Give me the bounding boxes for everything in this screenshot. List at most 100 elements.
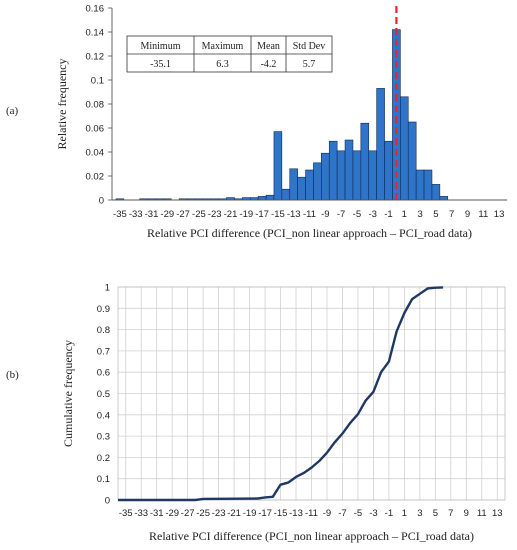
x-tick-label-b: 3	[417, 508, 422, 519]
y-tick-label-a: 0.06	[86, 124, 105, 135]
y-tick-label-b: 0.1	[97, 474, 110, 485]
x-tick-label-a: -7	[337, 209, 345, 220]
y-tick-label-a: 0.04	[86, 148, 105, 159]
x-tick-label-b: -17	[258, 508, 272, 519]
x-tick-label-a: -9	[321, 209, 329, 220]
x-tick-label-a: -23	[208, 209, 222, 220]
y-axis-title-a: Relative frequency	[55, 59, 69, 150]
y-tick-label-b: 0.9	[97, 304, 110, 315]
y-tick-label-a: 0.14	[86, 28, 105, 39]
x-tick-label-a: -13	[287, 209, 301, 220]
histogram-bar	[439, 196, 449, 201]
x-tick-label-a: -5	[353, 209, 361, 220]
y-tick-label-b: 0	[105, 496, 110, 507]
x-tick-label-a: -17	[255, 209, 269, 220]
x-tick-label-a: 9	[465, 209, 470, 220]
x-tick-label-a: 11	[478, 209, 488, 220]
x-tick-label-b: 1	[402, 508, 407, 519]
x-tick-label-b: -35	[119, 508, 133, 519]
y-tick-label-a: 0	[99, 196, 104, 207]
x-tick-label-b: 5	[433, 508, 438, 519]
stats-value-cell: -35.1	[150, 59, 171, 70]
x-tick-label-a: -11	[303, 209, 316, 220]
x-tick-label-b: -33	[134, 508, 148, 519]
y-tick-label-b: 0.2	[97, 453, 110, 464]
y-tick-label-a: 0.16	[86, 4, 105, 15]
x-tick-label-a: -25	[192, 209, 206, 220]
histogram-bar	[344, 139, 354, 201]
y-tick-label-b: 0.7	[97, 346, 110, 357]
histogram-bar	[265, 194, 275, 201]
x-tick-label-b: -19	[243, 508, 257, 519]
x-tick-label-b: -3	[369, 508, 377, 519]
x-tick-label-b: -5	[354, 508, 362, 519]
x-tick-label-b: 11	[477, 508, 487, 519]
y-tick-label-a: 0.08	[86, 100, 105, 111]
panel-b-label: (b)	[6, 369, 19, 381]
histogram-bar	[273, 131, 283, 201]
x-tick-label-b: -27	[181, 508, 195, 519]
histogram-bar	[423, 169, 433, 201]
y-tick-label-a: 0.02	[86, 172, 105, 183]
x-tick-label-a: 5	[433, 209, 438, 220]
axes-a	[111, 8, 507, 201]
x-axis-title-a: Relative PCI difference (PCI_non linear …	[147, 226, 472, 240]
histogram-bar	[257, 196, 267, 201]
histogram-bar	[431, 184, 441, 201]
histogram-bar	[415, 169, 425, 201]
histogram-bar	[305, 169, 314, 201]
histogram-bar	[376, 88, 385, 201]
stats-value-cell: -4.2	[261, 59, 277, 70]
stats-header-cell: Std Dev	[293, 41, 326, 52]
panel-a-label: (a)	[6, 105, 19, 117]
y-tick-label-b: 1	[105, 283, 110, 294]
x-tick-label-b: -11	[305, 508, 318, 519]
x-tick-label-a: 1	[402, 209, 407, 220]
x-axis-ticks-a: -35 -33 -31 -29 -27 -25 -23 -21 -19 -17 -15 -13 -11-…	[113, 209, 504, 220]
x-tick-label-a: -15	[271, 209, 285, 220]
histogram-bar	[384, 140, 393, 201]
histogram-bar	[336, 150, 346, 201]
x-tick-label-a: 3	[417, 209, 422, 220]
x-tick-label-b: -31	[150, 508, 164, 519]
histogram-bars	[115, 29, 449, 201]
cumulative-frequency-line	[118, 286, 444, 502]
histogram-bar	[352, 150, 362, 201]
stats-value-cell: 5.7	[303, 59, 316, 70]
y-tick-label-b: 0.5	[97, 389, 110, 400]
histogram-bar	[289, 168, 298, 201]
y-tick-label-b: 0.3	[97, 432, 110, 443]
y-tick-label-a: 0.12	[86, 52, 105, 63]
y-axis-title-b: Cumulative frequency	[61, 340, 75, 447]
cumulative-chart: 00.10.20.30.40.50.60.70.80.91 -35 -33 -31-…	[61, 283, 506, 543]
x-tick-label-b: -29	[165, 508, 179, 519]
y-tick-label-b: 0.8	[97, 325, 110, 336]
histogram-bar	[407, 121, 417, 201]
y-axis-ticks-a: 0 0.02 0.04 0.06 0.08 0.1 0.12 0.14 0.16	[86, 4, 112, 207]
x-tick-label-a: -31	[145, 209, 159, 220]
x-tick-label-a: -3	[368, 209, 376, 220]
histogram-bar	[400, 96, 409, 201]
histogram-bar	[328, 140, 338, 201]
histogram-bar	[281, 188, 291, 201]
x-tick-label-b: -15	[274, 508, 288, 519]
y-tick-label-b: 0.4	[97, 410, 110, 421]
stats-header-cell: Mean	[257, 41, 280, 52]
histogram-chart: 00.020.040.060.080.10.120.140.16 -35 -33-…	[55, 4, 507, 240]
x-tick-label-b: 13	[492, 508, 503, 519]
x-tick-label-a: -19	[239, 209, 253, 220]
stats-table: Minimum -35.1 Maximum 6.3 Mean -4.2 Std Dev 5.7	[126, 35, 333, 73]
y-tick-label-b: 0.6	[97, 368, 110, 379]
x-axis-ticks-b: -35 -33 -31 -29 -27 -25 -23 -21 -19 -17 -15 -13 -11-…	[119, 508, 503, 519]
x-tick-label-b: -13	[289, 508, 303, 519]
x-tick-label-b: 7	[448, 508, 453, 519]
x-tick-label-a: 7	[449, 209, 454, 220]
y-axis-ticks-b: 0 0.1 0.2 0.3 0.4 0.5 0.6 0.7 0.8 0.9 1	[97, 283, 110, 507]
histogram-bar	[360, 122, 370, 201]
x-tick-label-a: -29	[160, 209, 174, 220]
histogram-bar	[368, 150, 377, 201]
x-tick-label-a: -21	[224, 209, 238, 220]
y-tick-label-a: 0.1	[91, 76, 104, 87]
x-tick-label-a: -27	[176, 209, 190, 220]
